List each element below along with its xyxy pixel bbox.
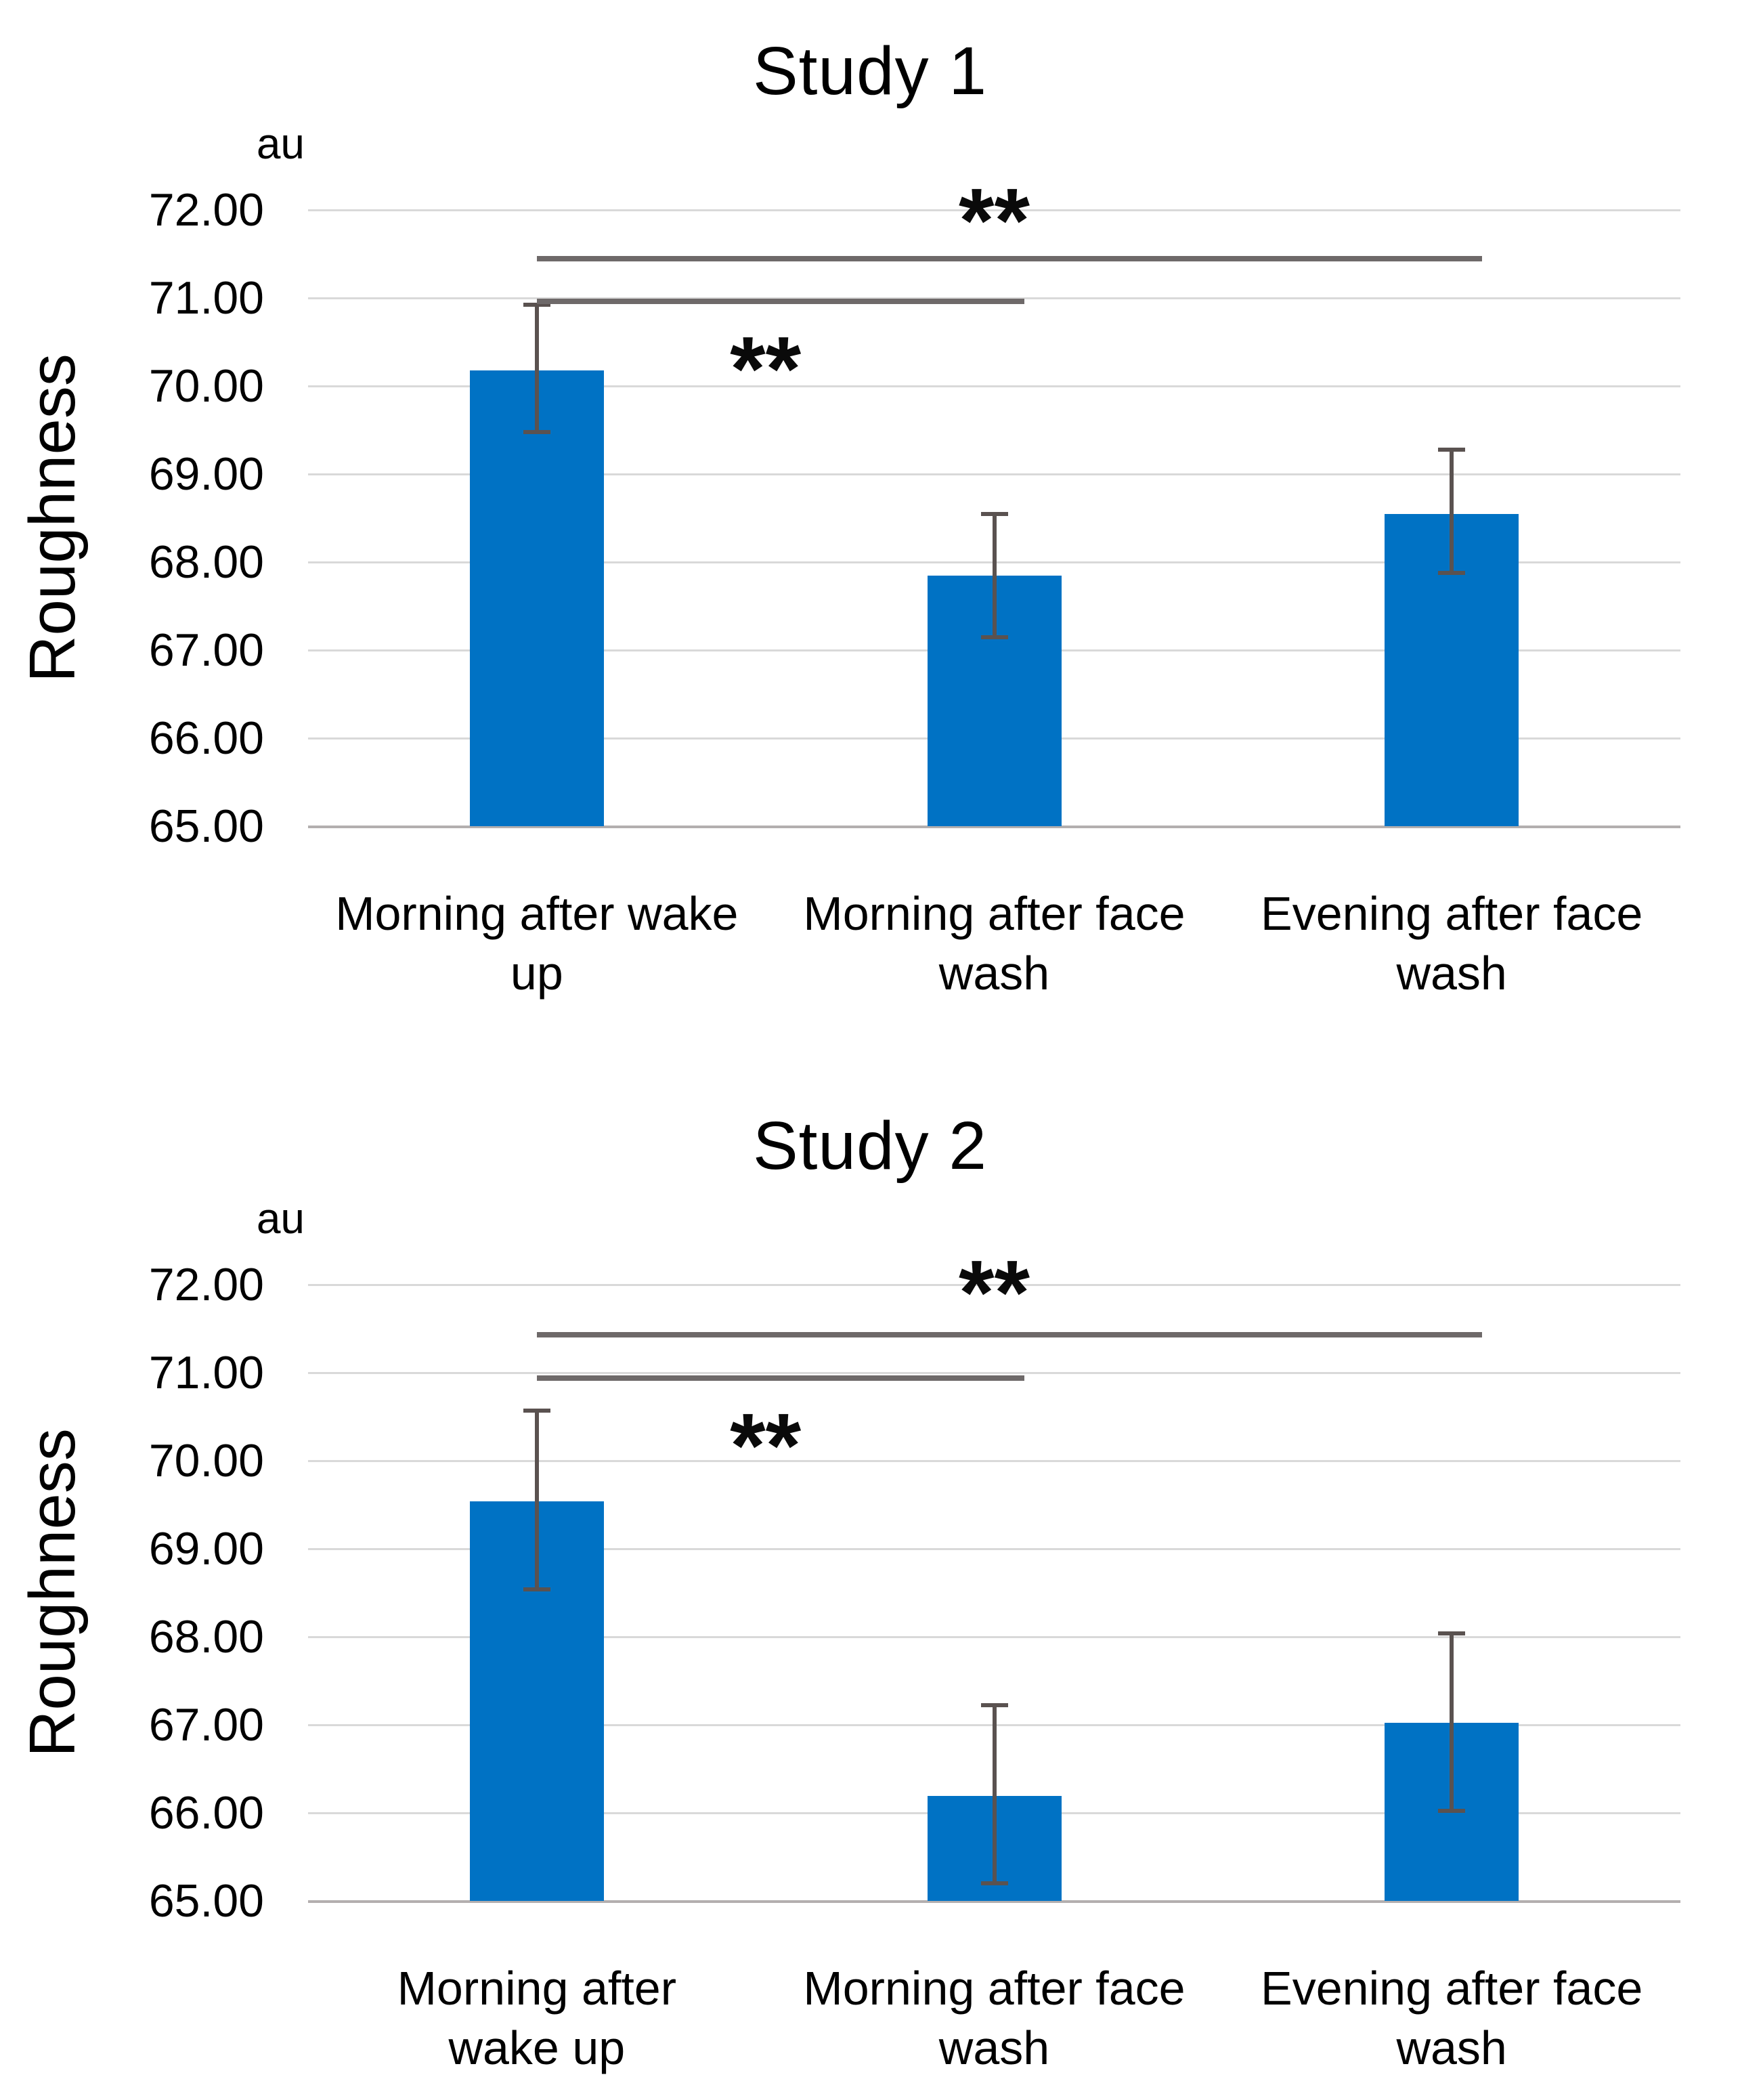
x-axis-line <box>308 1900 1680 1903</box>
chart-title: Study 1 <box>752 33 988 109</box>
significance-stars: ** <box>730 1394 802 1497</box>
y-tick-label: 68.00 <box>148 536 264 588</box>
y-tick-label: 71.00 <box>148 1347 264 1398</box>
y-tick-label: 72.00 <box>148 184 264 236</box>
error-bar-cap <box>523 1587 550 1591</box>
x-category-label: Morning after wake up <box>397 1962 677 2074</box>
error-bar-cap <box>523 303 550 307</box>
y-axis-unit-label: au <box>256 1194 305 1243</box>
gridline <box>308 297 1680 299</box>
gridline <box>308 473 1680 475</box>
gridline <box>308 209 1680 211</box>
y-tick-label: 67.00 <box>148 1699 264 1751</box>
y-tick-label: 66.00 <box>148 1787 264 1839</box>
error-bar-stem <box>534 1410 539 1589</box>
significance-stars: ** <box>958 169 1030 272</box>
y-tick-label: 69.00 <box>148 1523 264 1574</box>
error-bar-cap <box>1438 570 1466 575</box>
error-bar-stem <box>534 305 539 432</box>
y-tick-label: 70.00 <box>148 360 264 412</box>
gridline <box>308 385 1680 387</box>
y-tick-label: 66.00 <box>148 712 264 764</box>
error-bar-cap <box>980 1881 1008 1885</box>
error-bar-cap <box>523 429 550 434</box>
significance-line <box>536 1332 1483 1338</box>
y-tick-label: 67.00 <box>148 624 264 676</box>
significance-stars: ** <box>958 1241 1030 1344</box>
error-bar-cap <box>980 635 1008 639</box>
significance-line <box>536 1375 1025 1381</box>
y-tick-label: 70.00 <box>148 1435 264 1486</box>
y-tick-label: 65.00 <box>148 800 264 852</box>
gridline <box>308 1284 1680 1286</box>
gridline <box>308 1636 1680 1638</box>
y-tick-label: 71.00 <box>148 272 264 324</box>
error-bar-cap <box>980 511 1008 516</box>
error-bar-stem <box>1450 449 1454 573</box>
error-bar-cap <box>1438 447 1466 452</box>
error-bar-stem <box>1450 1633 1454 1812</box>
y-tick-label: 68.00 <box>148 1611 264 1663</box>
y-tick-label: 65.00 <box>148 1875 264 1927</box>
bar-1 <box>469 370 604 826</box>
y-axis-unit-label: au <box>256 119 305 168</box>
error-bar-stem <box>992 513 997 637</box>
significance-line <box>536 255 1483 261</box>
x-category-label: Morning after wake up <box>335 887 739 1000</box>
chart-study-2: Study 2 au Roughness 72.00 71.00 70.00 69.0… <box>0 1075 1740 2100</box>
x-category-label: Evening after face wash <box>1261 1962 1643 2074</box>
error-bar-cap <box>523 1408 550 1413</box>
error-bar-cap <box>1438 1631 1466 1635</box>
significance-stars: ** <box>730 318 802 421</box>
chart-study-1: Study 1 au Roughness 72.00 71.00 70.00 69.0… <box>0 0 1740 1025</box>
significance-line <box>536 299 1025 305</box>
gridline <box>308 1460 1680 1462</box>
error-bar-cap <box>1438 1809 1466 1814</box>
x-category-label: Morning after face wash <box>803 1962 1186 2074</box>
error-bar-cap <box>980 1703 1008 1708</box>
x-category-label: Evening after face wash <box>1261 887 1643 1000</box>
y-tick-label: 69.00 <box>148 448 264 500</box>
gridline <box>308 1372 1680 1374</box>
x-axis-line <box>308 826 1680 828</box>
gridline <box>308 1548 1680 1550</box>
chart-title: Study 2 <box>752 1108 988 1184</box>
x-category-label: Morning after face wash <box>803 887 1186 1000</box>
y-tick-label: 72.00 <box>148 1259 264 1310</box>
error-bar-stem <box>992 1705 997 1883</box>
